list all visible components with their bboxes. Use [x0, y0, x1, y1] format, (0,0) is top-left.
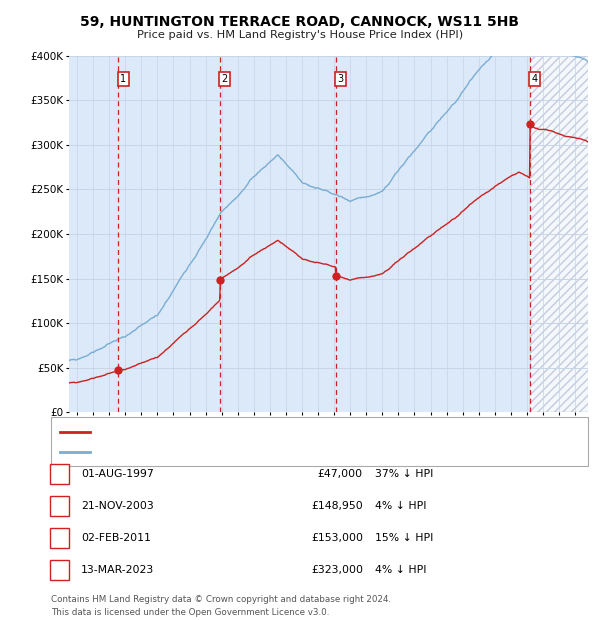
Text: 2: 2 [56, 501, 63, 511]
Text: 3: 3 [337, 74, 343, 84]
Text: Contains HM Land Registry data © Crown copyright and database right 2024.
This d: Contains HM Land Registry data © Crown c… [51, 595, 391, 617]
Text: 15% ↓ HPI: 15% ↓ HPI [375, 533, 433, 543]
Bar [530, 56, 600, 412]
Text: 59, HUNTINGTON TERRACE ROAD, CANNOCK, WS11 5HB (detached house): 59, HUNTINGTON TERRACE ROAD, CANNOCK, WS… [96, 427, 469, 436]
Text: £323,000: £323,000 [311, 565, 363, 575]
Text: £47,000: £47,000 [318, 469, 363, 479]
Text: 4: 4 [56, 565, 63, 575]
Text: 21-NOV-2003: 21-NOV-2003 [81, 501, 154, 511]
Text: 2: 2 [221, 74, 228, 84]
Text: 01-AUG-1997: 01-AUG-1997 [81, 469, 154, 479]
Text: £153,000: £153,000 [311, 533, 363, 543]
Text: 1: 1 [120, 74, 127, 84]
Text: 13-MAR-2023: 13-MAR-2023 [81, 565, 154, 575]
Text: 4% ↓ HPI: 4% ↓ HPI [375, 501, 427, 511]
Bar [530, 56, 600, 412]
Text: 37% ↓ HPI: 37% ↓ HPI [375, 469, 433, 479]
Text: 4: 4 [532, 74, 538, 84]
Text: 4% ↓ HPI: 4% ↓ HPI [375, 565, 427, 575]
Text: 02-FEB-2011: 02-FEB-2011 [81, 533, 151, 543]
Text: 3: 3 [56, 533, 63, 543]
Text: HPI: Average price, detached house, Cannock Chase: HPI: Average price, detached house, Cann… [96, 448, 357, 458]
Text: 59, HUNTINGTON TERRACE ROAD, CANNOCK, WS11 5HB: 59, HUNTINGTON TERRACE ROAD, CANNOCK, WS… [80, 16, 520, 30]
Text: 1: 1 [56, 469, 63, 479]
Text: Price paid vs. HM Land Registry's House Price Index (HPI): Price paid vs. HM Land Registry's House … [137, 30, 463, 40]
Text: £148,950: £148,950 [311, 501, 363, 511]
